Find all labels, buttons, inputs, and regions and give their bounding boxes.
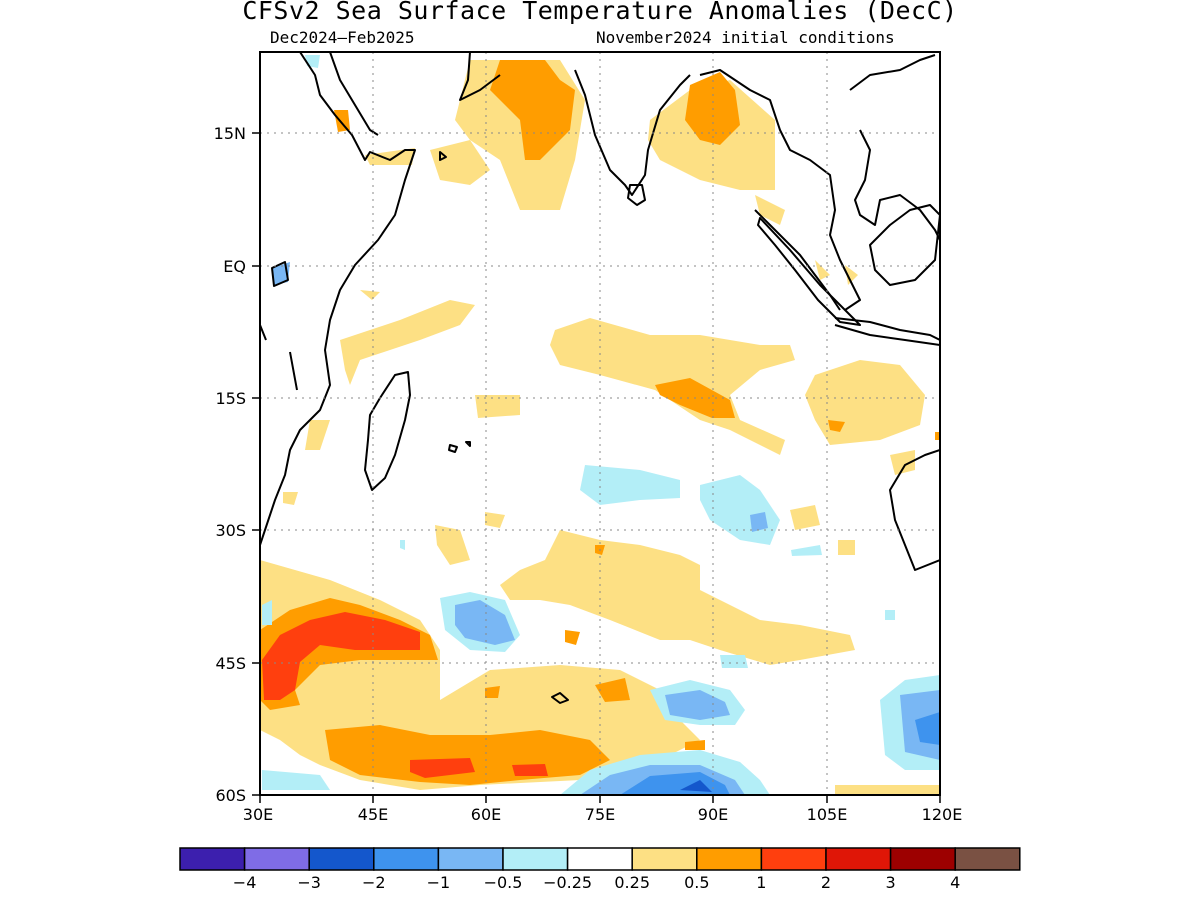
colorbar-label: 2 <box>821 873 831 892</box>
colorbar-swatch <box>825 847 892 871</box>
lon-tick-label: 105E <box>807 805 848 824</box>
colorbar-swatch <box>308 847 375 871</box>
colorbar-swatch <box>954 847 1021 871</box>
colorbar-swatch <box>373 847 440 871</box>
colorbar-label: 1 <box>756 873 766 892</box>
colorbar-label: −0.25 <box>543 873 592 892</box>
colorbar-label: −1 <box>427 873 451 892</box>
colorbar-swatch <box>243 847 310 871</box>
lon-tick-label: 120E <box>922 805 963 824</box>
tick-marks <box>252 132 941 803</box>
lat-tick-label: EQ <box>223 257 246 276</box>
colorbar: −4 −3 −2 −1 −0.5 −0.25 0.25 0.5 1 2 3 4 <box>179 847 1021 892</box>
lon-tick-label: 60E <box>471 805 501 824</box>
colorbar-label: 4 <box>950 873 960 892</box>
lon-tick-label: 30E <box>243 805 273 824</box>
colorbar-label: −3 <box>297 873 321 892</box>
forecast-period: Dec2024–Feb2025 <box>270 28 415 47</box>
colorbar-swatch <box>437 847 504 871</box>
colorbar-label: −4 <box>233 873 257 892</box>
gridlines <box>260 52 940 795</box>
lat-tick-label: 30S <box>215 521 246 540</box>
colorbar-label: 0.5 <box>684 873 709 892</box>
colorbar-label: 3 <box>886 873 896 892</box>
colorbar-swatch <box>502 847 569 871</box>
lat-tick-label: 15N <box>214 124 246 143</box>
colorbar-label: −0.5 <box>484 873 523 892</box>
colorbar-swatch <box>696 847 763 871</box>
colorbar-label: −2 <box>362 873 386 892</box>
lat-tick-label: 60S <box>215 786 246 805</box>
lon-tick-label: 90E <box>698 805 728 824</box>
colorbar-swatch <box>889 847 956 871</box>
lon-tick-label: 45E <box>358 805 388 824</box>
colorbar-swatch <box>760 847 827 871</box>
lon-labels: 30E 45E 60E 75E 90E 105E 120E <box>243 805 963 824</box>
colorbar-swatch <box>566 847 633 871</box>
map-title: CFSv2 Sea Surface Temperature Anomalies … <box>242 0 958 25</box>
lat-tick-label: 45S <box>215 654 246 673</box>
colorbar-swatch <box>179 847 246 871</box>
colorbar-label: 0.25 <box>614 873 650 892</box>
colorbar-swatch <box>631 847 698 871</box>
lat-tick-label: 15S <box>215 389 246 408</box>
initial-conditions: November2024 initial conditions <box>596 28 895 47</box>
coastlines <box>260 52 940 704</box>
lon-tick-label: 75E <box>585 805 615 824</box>
anomaly-field <box>260 52 940 795</box>
lat-labels: 15N EQ 15S 30S 45S 60S <box>214 124 246 805</box>
